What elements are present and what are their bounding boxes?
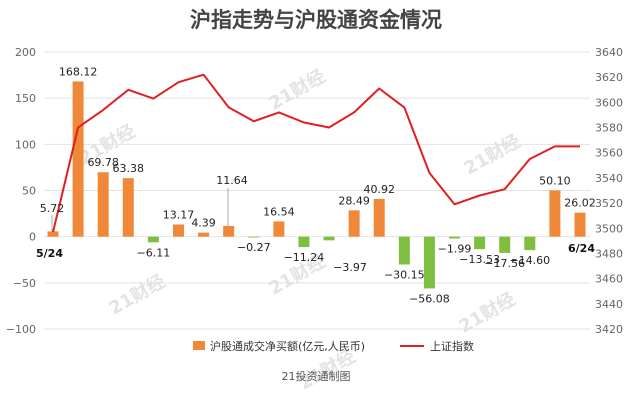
- bar: [524, 236, 536, 251]
- bar: [423, 236, 435, 289]
- data-label: 5.72: [40, 202, 65, 215]
- data-label: −13.53: [459, 253, 500, 266]
- data-label: 16.54: [263, 205, 295, 218]
- data-label: −11.24: [284, 251, 325, 264]
- left-axis-tick-label: 0: [29, 231, 36, 244]
- legend-swatch-bars: [193, 341, 205, 350]
- bar: [348, 210, 360, 237]
- start-date-label: 5/24: [36, 247, 63, 260]
- right-axis-tick-label: 3580: [595, 122, 623, 135]
- index-line: [52, 73, 580, 233]
- left-axis-tick-label: −100: [6, 323, 36, 336]
- right-axis-tick-label: 3440: [595, 298, 623, 311]
- bar: [398, 236, 410, 265]
- data-label: −1.99: [438, 243, 472, 256]
- data-label: 11.64: [216, 174, 248, 187]
- data-label: 26.02: [564, 197, 596, 210]
- data-label: −3.97: [333, 261, 367, 274]
- legend-label-bars: 沪股通成交净买额(亿元,人民币): [210, 339, 365, 353]
- left-axis-tick-label: 150: [15, 92, 36, 105]
- bar: [122, 178, 134, 237]
- watermark-text: 21财经: [455, 288, 519, 338]
- right-axis-tick-label: 3480: [595, 247, 623, 260]
- data-label: −14.60: [509, 254, 550, 267]
- bar: [474, 236, 486, 250]
- data-label: −6.11: [137, 246, 171, 259]
- bar: [449, 236, 461, 239]
- legend-label-line: 上证指数: [430, 339, 474, 353]
- right-axis-tick-label: 3540: [595, 172, 623, 185]
- right-axis-tick-label: 3520: [595, 197, 623, 210]
- watermark-text: 21财经: [265, 65, 329, 115]
- bar: [72, 81, 84, 237]
- left-axis-tick-label: 200: [15, 46, 36, 59]
- data-label: 28.49: [338, 194, 370, 207]
- watermark-text: 21财经: [460, 130, 524, 180]
- right-axis-tick-label: 3600: [595, 96, 623, 109]
- right-axis-tick-label: 3500: [595, 222, 623, 235]
- left-axis-tick-label: −50: [13, 277, 36, 290]
- data-label: −30.15: [384, 269, 425, 282]
- bar: [47, 231, 59, 237]
- data-label: 168.12: [59, 65, 98, 78]
- data-label: −56.08: [409, 292, 450, 305]
- data-label: 13.17: [163, 209, 195, 222]
- data-label: 4.39: [191, 217, 216, 230]
- end-date-label: 6/24: [568, 242, 595, 255]
- right-axis-tick-label: 3620: [595, 71, 623, 84]
- bar: [273, 221, 285, 237]
- left-axis-tick-label: 100: [15, 138, 36, 151]
- right-axis-tick-label: 3460: [595, 273, 623, 286]
- bar: [574, 212, 586, 237]
- bar: [373, 198, 385, 237]
- bar: [223, 225, 235, 237]
- data-label: 50.10: [539, 174, 571, 187]
- right-axis-tick-label: 3640: [595, 46, 623, 59]
- watermark-text: 21财经: [105, 270, 169, 320]
- bar: [549, 190, 561, 237]
- bar: [298, 236, 310, 248]
- data-label: 63.38: [113, 162, 145, 175]
- bar: [248, 236, 260, 238]
- bar: [172, 224, 184, 237]
- bar: [147, 236, 159, 243]
- left-axis-tick-label: 50: [22, 185, 36, 198]
- right-axis-tick-label: 3560: [595, 147, 623, 160]
- bar: [97, 172, 109, 237]
- right-axis-tick-label: 3420: [595, 323, 623, 336]
- data-label: −0.27: [237, 241, 271, 254]
- chart-title: 沪指走势与沪股通资金情况: [190, 8, 442, 32]
- data-label: 69.78: [87, 156, 119, 169]
- bar: [323, 236, 335, 241]
- data-label: −17.56: [484, 257, 525, 270]
- bar: [198, 232, 210, 237]
- bar: [499, 236, 511, 253]
- data-label: 40.92: [363, 183, 395, 196]
- chart-footer: 21投资通制图: [282, 369, 351, 383]
